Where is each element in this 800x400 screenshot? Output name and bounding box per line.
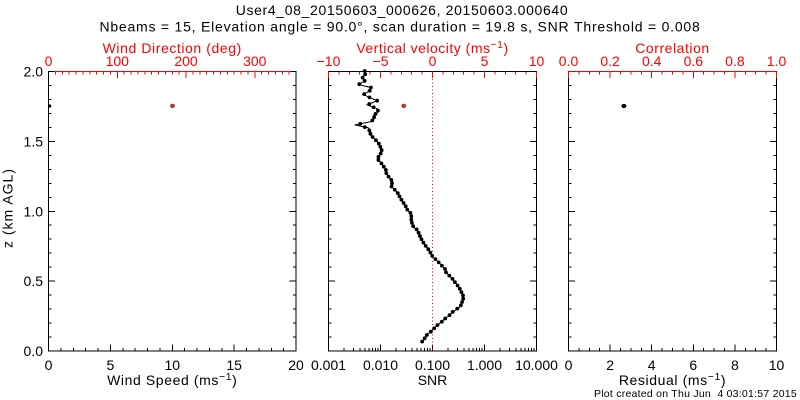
svg-text:Plot created on Thu Jun 4 03:: Plot created on Thu Jun 4 03:01:57 2015 [594, 388, 797, 400]
svg-text:Wind Direction (deg): Wind Direction (deg) [103, 40, 242, 56]
svg-text:−10: −10 [317, 53, 341, 69]
svg-text:2.0: 2.0 [24, 64, 44, 80]
svg-text:0: 0 [565, 357, 573, 373]
svg-text:10: 10 [529, 53, 545, 69]
svg-text:4: 4 [648, 357, 656, 373]
svg-text:0.010: 0.010 [363, 357, 398, 373]
svg-text:0.5: 0.5 [24, 273, 44, 289]
svg-text:0.0: 0.0 [24, 343, 44, 359]
svg-text:100: 100 [106, 53, 130, 69]
svg-text:200: 200 [174, 53, 198, 69]
svg-text:6: 6 [689, 357, 697, 373]
svg-text:0.6: 0.6 [684, 53, 704, 69]
svg-text:0.0: 0.0 [559, 53, 579, 69]
svg-text:1.000: 1.000 [467, 357, 502, 373]
svg-text:5: 5 [106, 357, 114, 373]
svg-text:Vertical velocity (ms−1): Vertical velocity (ms−1) [356, 39, 508, 56]
svg-text:20: 20 [288, 357, 304, 373]
svg-text:10: 10 [164, 357, 180, 373]
svg-text:Wind Speed (ms−1): Wind Speed (ms−1) [107, 371, 237, 388]
svg-text:0: 0 [429, 53, 437, 69]
svg-text:1.5: 1.5 [24, 133, 44, 149]
svg-text:2: 2 [606, 357, 614, 373]
svg-text:Nbeams = 15, Elevation angle =: Nbeams = 15, Elevation angle = 90.0°, sc… [99, 19, 700, 35]
svg-text:5: 5 [481, 53, 489, 69]
svg-text:10.000: 10.000 [515, 357, 558, 373]
svg-text:1.0: 1.0 [767, 53, 787, 69]
svg-text:300: 300 [243, 53, 267, 69]
svg-text:Correlation: Correlation [635, 40, 710, 56]
svg-text:15: 15 [226, 357, 242, 373]
svg-text:8: 8 [731, 357, 739, 373]
svg-text:0.4: 0.4 [642, 53, 662, 69]
svg-text:0.8: 0.8 [725, 53, 745, 69]
svg-text:SNR: SNR [418, 372, 448, 388]
svg-text:10: 10 [769, 357, 785, 373]
svg-text:0: 0 [45, 357, 53, 373]
svg-text:0: 0 [45, 53, 53, 69]
svg-text:0.2: 0.2 [600, 53, 620, 69]
svg-text:0.001: 0.001 [311, 357, 346, 373]
svg-text:1.0: 1.0 [24, 203, 44, 219]
svg-text:Residual (ms−1): Residual (ms−1) [619, 371, 726, 388]
svg-text:0.100: 0.100 [415, 357, 450, 373]
svg-text:z (km AGL): z (km AGL) [0, 168, 16, 248]
svg-text:−5: −5 [373, 53, 389, 69]
svg-text:User4_08_20150603_000626, 2015: User4_08_20150603_000626, 20150603.00064… [236, 2, 569, 18]
